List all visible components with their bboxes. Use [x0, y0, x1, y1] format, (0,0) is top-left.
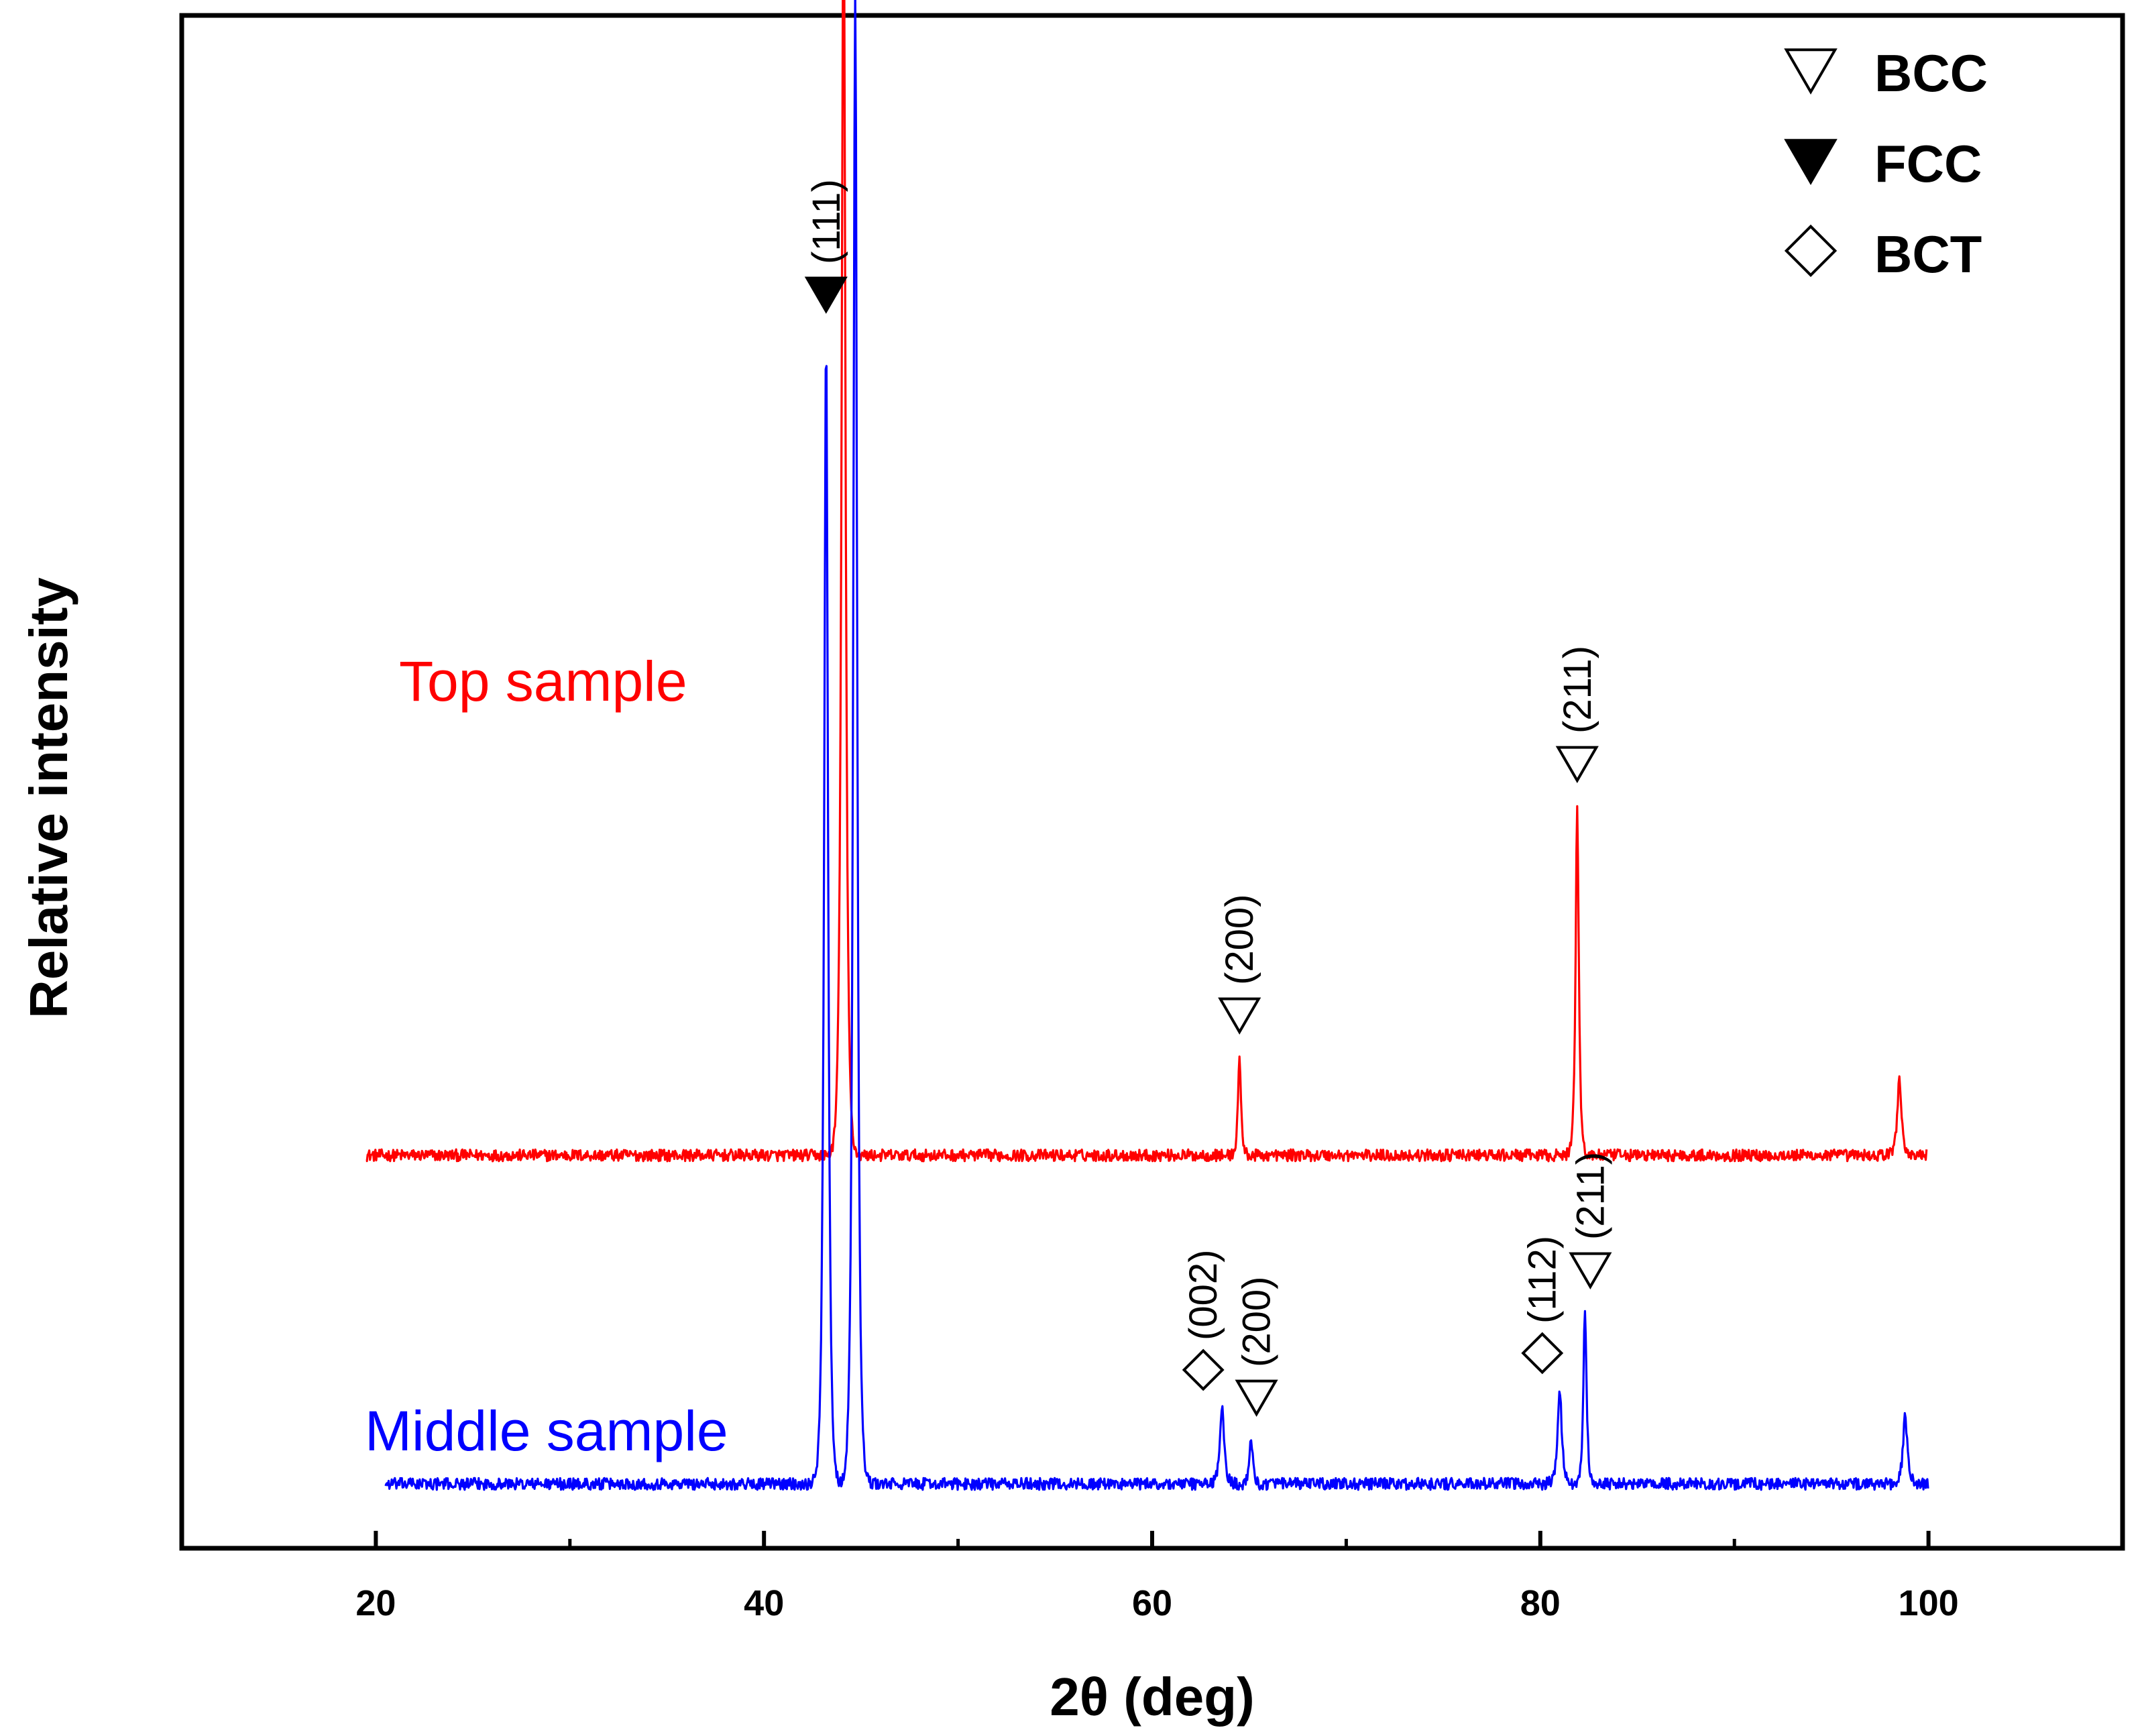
- peak-annotations: (110)(200)(211)(111)(110)(002)(200)(112)…: [804, 179, 1612, 1417]
- series-label: Middle sample: [365, 1399, 728, 1462]
- x-axis-title: 2θ (deg): [1050, 1667, 1254, 1727]
- series-labels: Top sample Middle sample: [365, 650, 728, 1462]
- legend-marker-icon: [1784, 139, 1838, 185]
- x-tick-label: 60: [1132, 1583, 1172, 1623]
- legend: BCC FCC BCT: [1784, 44, 1988, 284]
- y-axis-title: Relative intensity: [19, 577, 78, 1019]
- series-line: [384, 0, 1929, 1491]
- legend-marker-icon: [1784, 224, 1838, 278]
- peak-marker-icon: [1555, 746, 1599, 783]
- peak-label: (112): [1521, 1236, 1565, 1324]
- peak-marker-icon: [1182, 1348, 1225, 1391]
- x-tick-label: 40: [744, 1583, 784, 1623]
- peak-marker-icon: [804, 276, 848, 314]
- legend-label: FCC: [1874, 134, 1982, 193]
- x-axis-tick-labels: 20 40 60 80 100: [355, 1583, 1958, 1623]
- series-lines: [365, 0, 1929, 1491]
- peak-label: (111): [805, 179, 848, 264]
- peak-label: (211): [1569, 1152, 1612, 1240]
- series-line: [365, 0, 1928, 1163]
- series-label: Top sample: [399, 650, 687, 713]
- x-tick-label: 20: [355, 1583, 396, 1623]
- peak-marker-icon: [1569, 1252, 1612, 1289]
- peak-marker-icon: [1235, 1379, 1278, 1417]
- peak-marker-icon: [1218, 997, 1261, 1035]
- legend-label: BCC: [1874, 44, 1988, 103]
- legend-label: BCT: [1874, 225, 1982, 284]
- legend-marker-icon: [1784, 48, 1838, 95]
- peak-marker-icon: [1521, 1332, 1564, 1375]
- x-axis-ticks: [374, 1531, 1931, 1548]
- peak-label: (200): [1218, 894, 1261, 985]
- peak-label: (211): [1556, 646, 1599, 734]
- peak-label: (200): [1235, 1277, 1279, 1367]
- x-tick-label: 100: [1899, 1583, 1959, 1623]
- x-tick-label: 80: [1520, 1583, 1561, 1623]
- peak-label: (002): [1182, 1250, 1225, 1340]
